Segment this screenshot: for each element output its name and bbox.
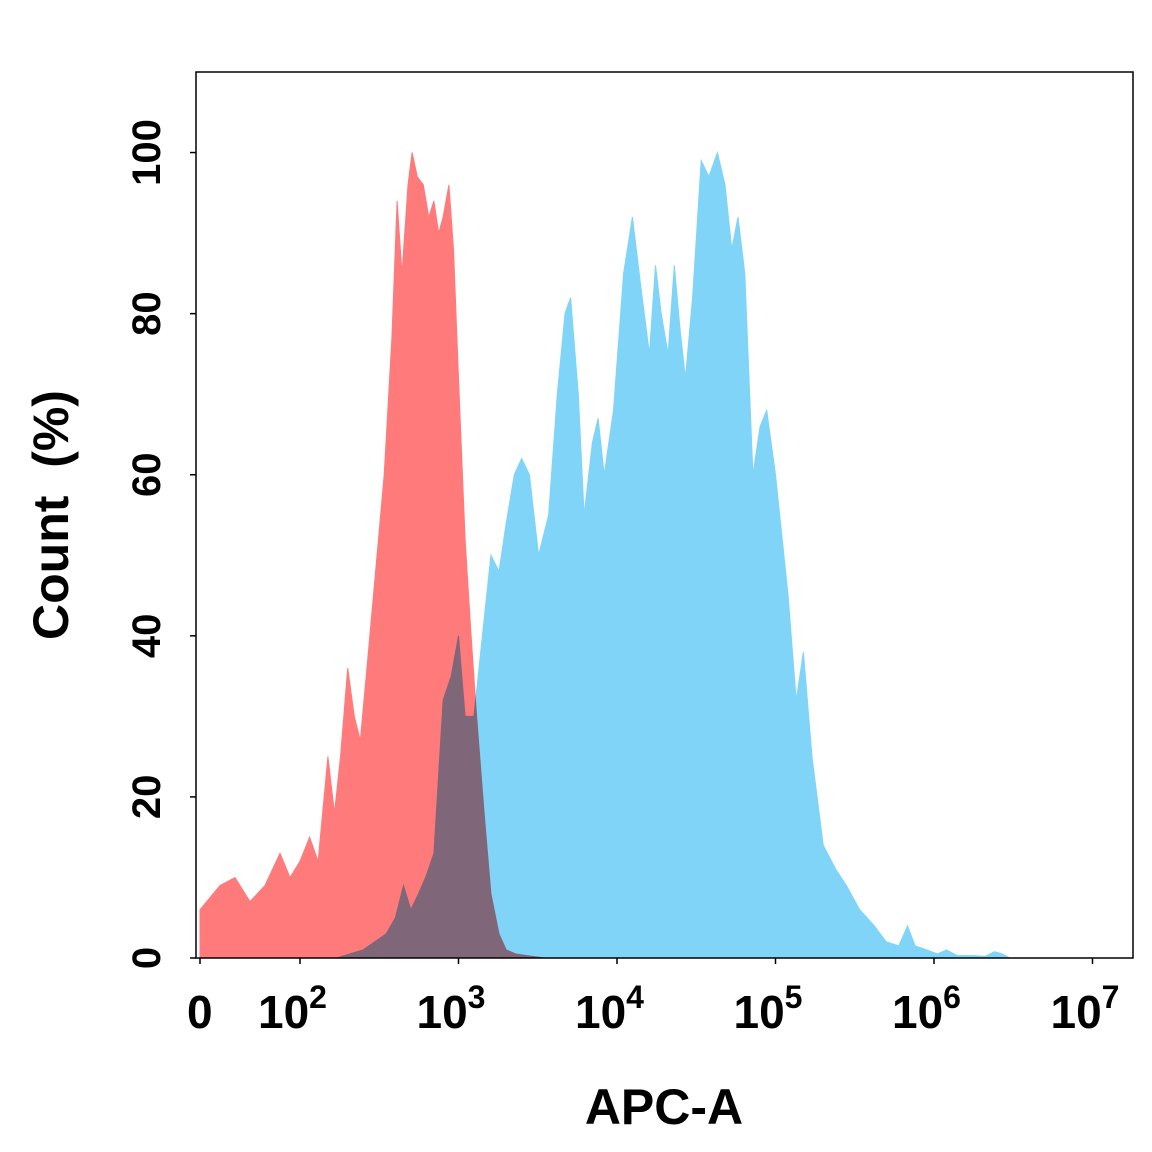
x-tick-label: 106 xyxy=(892,979,961,1038)
x-tick-label: 107 xyxy=(1051,979,1120,1038)
x-tick-exponent: 3 xyxy=(468,979,486,1015)
y-axis-title: Count (%) xyxy=(23,390,79,640)
x-tick-label: 102 xyxy=(258,979,327,1038)
y-axis: 0 20 40 60 80 100 xyxy=(125,119,196,969)
x-tick-exponent: 4 xyxy=(626,979,644,1015)
x-tick-base: 10 xyxy=(892,986,943,1038)
x-tick-base: 10 xyxy=(575,986,626,1038)
y-tick-label: 100 xyxy=(125,119,169,186)
x-tick-base: 10 xyxy=(1051,986,1102,1038)
x-axis: 0 102 103 104 105 106 107 xyxy=(187,958,1119,1038)
x-axis-title: APC-A xyxy=(585,1079,743,1135)
series-layer xyxy=(199,150,1012,959)
y-tick-label: 40 xyxy=(125,614,169,659)
x-tick-label: 0 xyxy=(187,986,213,1038)
x-tick-label: 103 xyxy=(417,979,486,1038)
x-tick-base: 10 xyxy=(258,986,309,1038)
y-tick-label: 20 xyxy=(125,775,169,820)
x-tick-exponent: 5 xyxy=(785,979,803,1015)
x-tick-label: 104 xyxy=(575,979,644,1038)
x-tick-exponent: 7 xyxy=(1102,979,1120,1015)
y-tick-label: 0 xyxy=(125,947,169,969)
x-tick-exponent: 2 xyxy=(309,979,327,1015)
series-area-2 xyxy=(336,150,1012,959)
y-tick-label: 60 xyxy=(125,452,169,497)
plot-frame xyxy=(195,71,1134,959)
x-tick-base: 10 xyxy=(417,986,468,1038)
x-tick-base: 10 xyxy=(734,986,785,1038)
x-tick-exponent: 6 xyxy=(943,979,961,1015)
x-tick-label: 105 xyxy=(734,979,803,1038)
x-tick-base: 0 xyxy=(187,986,213,1038)
y-tick-label: 80 xyxy=(125,291,169,336)
